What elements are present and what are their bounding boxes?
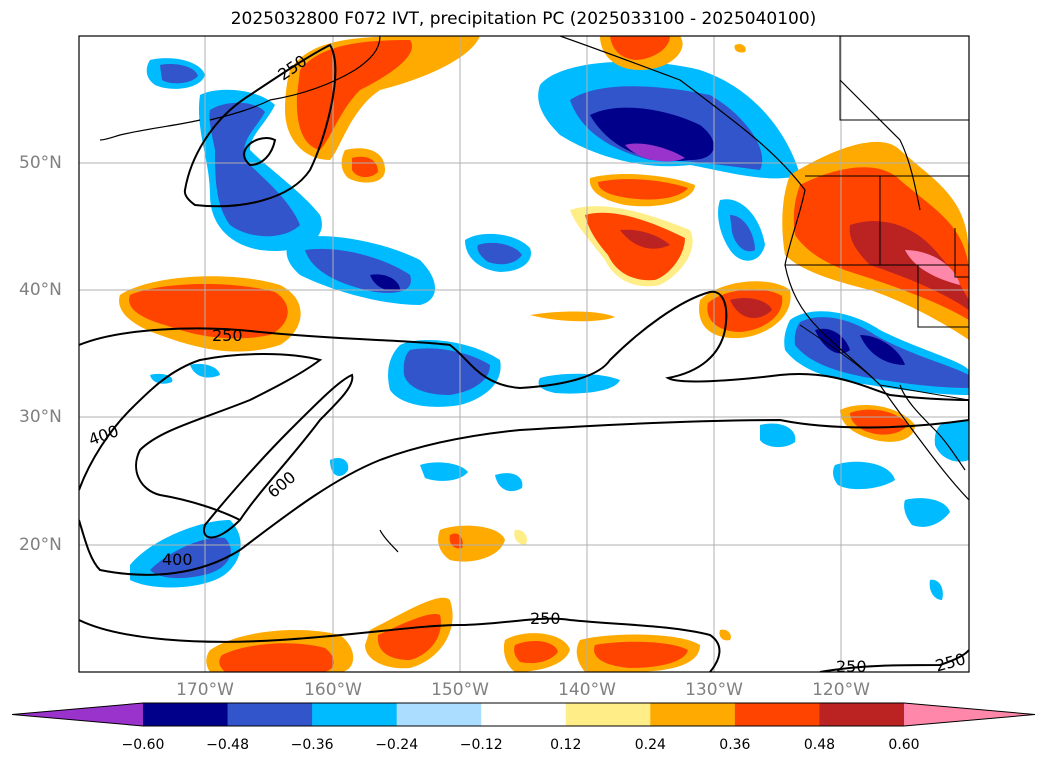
contour-label-400-west: 400 — [86, 421, 121, 449]
colorbar-extend-low — [12, 703, 143, 726]
colorbar-segment — [143, 703, 229, 726]
colorbar-tick-label: 0.48 — [803, 737, 836, 753]
colorbar-extend-high — [904, 703, 1035, 726]
lon-label: 150°W — [431, 680, 489, 700]
contour-label-250-se: 250 — [836, 657, 867, 676]
lon-label: 140°W — [558, 680, 616, 700]
contour-label-600: 600 — [264, 467, 300, 501]
colorbar-tick-label: 0.36 — [719, 737, 751, 753]
colorbar-segment — [312, 703, 398, 726]
ivt-contours — [79, 43, 969, 672]
colorbar-segment — [565, 703, 651, 726]
precip-anomaly-fields — [119, 36, 969, 672]
colorbar-tick-label: −0.24 — [375, 737, 419, 753]
colorbar-segment — [227, 703, 313, 726]
contour-label-400-south: 400 — [162, 550, 193, 569]
colorbar-segment — [396, 703, 482, 726]
colorbar-tick-label: −0.36 — [290, 737, 334, 753]
colorbar-outline — [11, 702, 1036, 727]
colorbar-segment — [819, 703, 905, 726]
colorbar-segment — [481, 703, 567, 726]
lon-label: 120°W — [812, 680, 870, 700]
coastlines — [99, 36, 969, 553]
map-frame — [78, 35, 970, 673]
colorbar-tick-label: −0.60 — [121, 737, 165, 753]
contour-label-250-east: 250 — [933, 649, 967, 675]
colorbar-tick-label: −0.48 — [206, 737, 249, 753]
colorbar-segment — [734, 703, 820, 726]
colorbar — [11, 702, 1036, 727]
lon-label: 130°W — [685, 680, 743, 700]
colorbar-tick-label: 0.12 — [550, 737, 582, 753]
plot-title: 2025032800 F072 IVT, precipitation PC (2… — [230, 9, 817, 29]
lat-label: 20°N — [19, 535, 62, 555]
state-borders — [785, 36, 969, 401]
lat-label: 30°N — [19, 407, 62, 427]
colorbar-tick-label: 0.60 — [888, 737, 920, 753]
lat-label: 40°N — [19, 280, 62, 300]
colorbar-tick-label: −0.12 — [459, 737, 503, 753]
contour-label-250-south: 250 — [530, 609, 561, 628]
colorbar-segment — [650, 703, 736, 726]
lon-label: 160°W — [304, 680, 362, 700]
contour-label-250-west: 250 — [212, 326, 243, 345]
colorbar-tick-label: 0.24 — [634, 737, 666, 753]
lon-label: 170°W — [176, 680, 234, 700]
lat-label: 50°N — [19, 153, 62, 173]
